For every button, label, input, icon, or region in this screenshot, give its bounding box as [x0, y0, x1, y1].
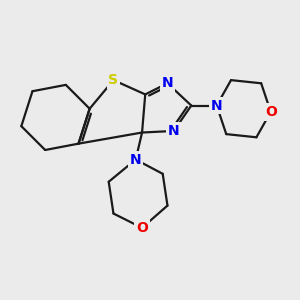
Text: N: N: [168, 124, 180, 138]
Text: S: S: [109, 73, 118, 87]
Text: N: N: [130, 152, 142, 167]
Text: O: O: [136, 221, 148, 235]
Text: N: N: [162, 76, 173, 90]
Text: N: N: [211, 98, 223, 112]
Text: O: O: [265, 105, 277, 119]
